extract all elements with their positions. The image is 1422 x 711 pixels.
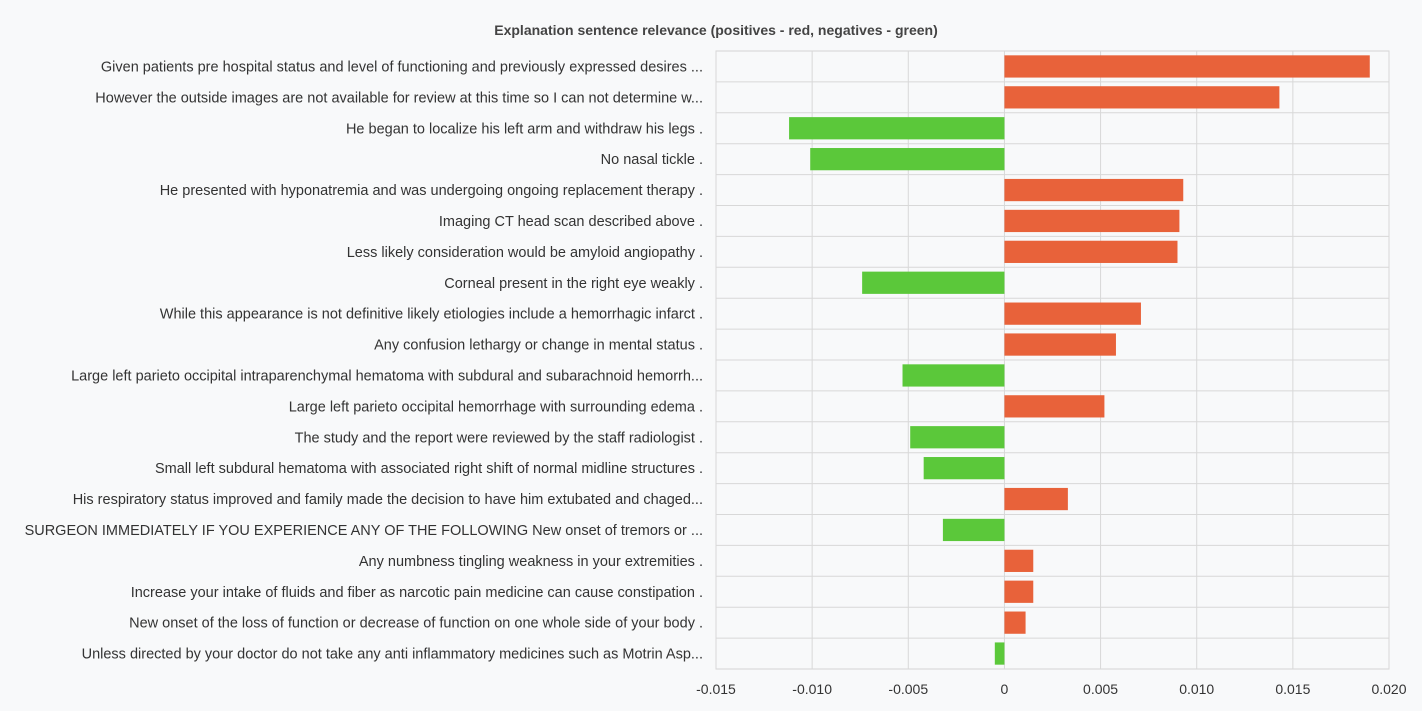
category-label: Any numbness tingling weakness in your e…	[359, 554, 703, 570]
bar	[1004, 395, 1105, 418]
bar	[994, 642, 1005, 665]
bar	[862, 271, 1005, 294]
bar	[810, 148, 1005, 171]
category-label: Any confusion lethargy or change in ment…	[374, 338, 703, 354]
category-label: However the outside images are not avail…	[95, 90, 703, 106]
x-tick-label: 0.005	[1083, 681, 1118, 697]
bar	[1004, 240, 1178, 263]
bar	[1004, 580, 1034, 603]
bar	[1004, 86, 1280, 109]
bar	[910, 426, 1005, 449]
category-label: Imaging CT head scan described above .	[439, 214, 703, 230]
bar	[1004, 55, 1370, 78]
x-tick-label: -0.015	[696, 681, 736, 697]
category-label: Small left subdural hematoma with associ…	[155, 461, 703, 477]
bar	[942, 518, 1005, 542]
category-label: Large left parieto occipital intraparenc…	[71, 368, 703, 384]
x-tick-label: 0	[1001, 681, 1009, 697]
category-label: The study and the report were reviewed b…	[295, 430, 703, 446]
category-label: Large left parieto occipital hemorrhage …	[289, 399, 703, 415]
bar	[1004, 302, 1141, 325]
category-label: He began to localize his left arm and wi…	[346, 121, 703, 137]
category-label: No nasal tickle .	[601, 152, 703, 168]
bar	[1004, 333, 1116, 356]
category-label: Less likely consideration would be amylo…	[347, 245, 703, 261]
category-label: New onset of the loss of function or dec…	[129, 616, 703, 632]
bars	[789, 55, 1370, 665]
bar	[1004, 611, 1026, 634]
x-tick-label: -0.005	[888, 681, 928, 697]
grid-lines	[715, 50, 1390, 670]
bar	[1004, 487, 1068, 511]
bar	[789, 117, 1005, 140]
bar	[923, 457, 1005, 480]
x-tick-label: 0.010	[1179, 681, 1214, 697]
category-label: He presented with hyponatremia and was u…	[160, 183, 703, 199]
category-label: Given patients pre hospital status and l…	[101, 59, 703, 75]
category-label: Unless directed by your doctor do not ta…	[82, 647, 703, 663]
chart-title: Explanation sentence relevance (positive…	[494, 22, 938, 38]
x-axis-ticks: -0.015 -0.010 -0.005 0 0.005 0.010 0.015 0.020	[696, 681, 1407, 697]
x-tick-label: 0.015	[1275, 681, 1310, 697]
bar	[1004, 209, 1180, 233]
bar	[1004, 549, 1034, 572]
category-label: Corneal present in the right eye weakly …	[444, 276, 703, 292]
category-labels: Given patients pre hospital status and l…	[25, 59, 703, 662]
bar	[1004, 178, 1184, 202]
category-label: SURGEON IMMEDIATELY IF YOU EXPERIENCE AN…	[25, 523, 703, 539]
category-label: While this appearance is not definitive …	[160, 307, 703, 323]
x-tick-label: -0.010	[792, 681, 832, 697]
category-label: His respiratory status improved and fami…	[73, 492, 703, 508]
bar	[902, 364, 1005, 387]
x-tick-label: 0.020	[1371, 681, 1406, 697]
category-label: Increase your intake of fluids and fiber…	[131, 585, 703, 601]
